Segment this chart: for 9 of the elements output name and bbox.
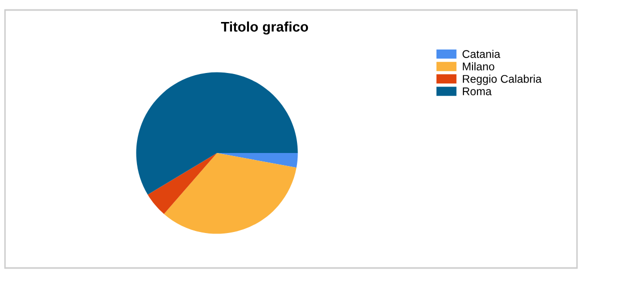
legend-label: Catania xyxy=(462,50,500,58)
pie-slice xyxy=(136,72,298,195)
pie-slice xyxy=(148,153,217,214)
chart-title: Titolo grafico xyxy=(221,21,308,35)
legend-label: Milano xyxy=(462,62,494,70)
legend-label: Roma xyxy=(462,87,492,96)
pie-slice xyxy=(164,153,296,234)
legend-label: Reggio Calabria xyxy=(462,74,542,86)
pie-slice xyxy=(217,153,298,168)
